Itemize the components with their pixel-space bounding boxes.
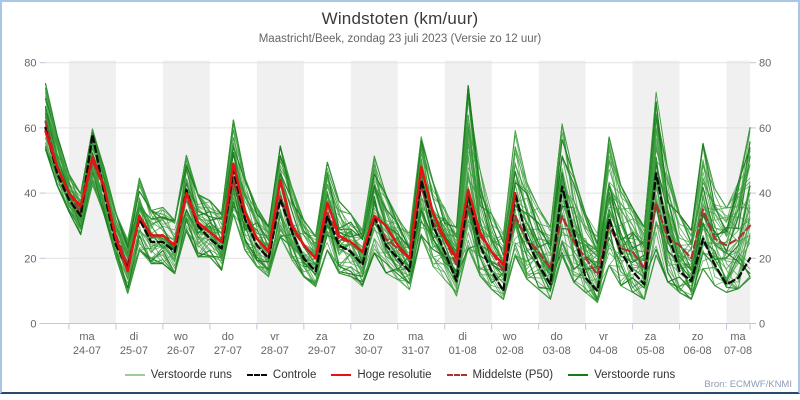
legend-item-verstoorde-runs[interactable]: Verstoorde runs xyxy=(124,369,232,381)
legend-line-icon xyxy=(331,374,352,376)
legend-item-middelste-p50-[interactable]: Middelste (P50) xyxy=(446,369,554,381)
xaxis-dow-06-08: zo xyxy=(692,331,704,343)
xaxis-date-25-07: 25-07 xyxy=(120,345,148,357)
legend-line-icon xyxy=(568,374,589,376)
xaxis-date-05-08: 05-08 xyxy=(637,345,665,357)
ensemble-member-line xyxy=(45,148,751,303)
page-title: Windstoten (km/uur) xyxy=(321,9,479,28)
legend-item-verstoorde-runs[interactable]: Verstoorde runs xyxy=(568,369,675,381)
xaxis-dow-02-08: wo xyxy=(502,331,517,343)
xaxis-date-07-08: 07-08 xyxy=(724,345,752,357)
xaxis-date-28-07: 28-07 xyxy=(261,345,289,357)
xaxis-dow-30-07: zo xyxy=(363,331,375,343)
legend-line-icon xyxy=(446,374,467,376)
ensemble-member-line xyxy=(44,146,751,292)
yaxis-label-right-80: 80 xyxy=(759,58,771,70)
xaxis-date-31-07: 31-07 xyxy=(402,345,430,357)
yaxis-label-left-60: 60 xyxy=(24,123,36,135)
legend-item-controle[interactable]: Controle xyxy=(246,369,317,381)
xaxis-date-03-08: 03-08 xyxy=(543,345,571,357)
ensemble-member-line xyxy=(45,108,751,284)
yaxis-label-left-20: 20 xyxy=(24,253,36,265)
source-credit: Bron: ECMWF/KNMI xyxy=(704,379,792,390)
legend-item-label: Hoge resolutie xyxy=(357,369,432,381)
xaxis-dow-05-08: za xyxy=(645,331,658,343)
ensemble-member-line xyxy=(44,82,751,256)
ensemble-member-line xyxy=(45,87,751,260)
yaxis-label-right-40: 40 xyxy=(759,188,771,200)
yaxis-label-right-0: 0 xyxy=(759,319,765,331)
control-line xyxy=(44,126,752,293)
xaxis-date-24-07: 24-07 xyxy=(73,345,101,357)
xaxis-dow-29-07: za xyxy=(316,331,329,343)
xaxis-dow-28-07: vr xyxy=(270,331,280,343)
xaxis-dow-07-08: ma xyxy=(730,331,746,343)
xaxis-date-27-07: 27-07 xyxy=(214,345,242,357)
yaxis-label-left-80: 80 xyxy=(24,58,36,70)
hires-line xyxy=(44,129,517,273)
chart-subtitle: Maastricht/Beek, zondag 23 juli 2023 (Ve… xyxy=(258,33,542,45)
ensemble-member-line xyxy=(45,106,751,276)
xaxis-dow-03-08: do xyxy=(551,331,563,343)
xaxis-date-01-08: 01-08 xyxy=(449,345,477,357)
yaxis-label-left-0: 0 xyxy=(30,319,36,331)
legend-item-label: Verstoorde runs xyxy=(594,369,676,381)
ensemble-member-line xyxy=(45,109,751,294)
yaxis-label-left-40: 40 xyxy=(24,188,36,200)
day-band-ma-07-08 xyxy=(726,60,750,324)
xaxis-dow-31-07: ma xyxy=(408,331,424,343)
xaxis-dow-25-07: di xyxy=(130,331,139,343)
yaxis-label-right-60: 60 xyxy=(759,123,771,135)
ensemble-member-line xyxy=(45,91,751,261)
xaxis-date-26-07: 26-07 xyxy=(167,345,195,357)
legend-line-icon xyxy=(246,374,267,376)
xaxis-date-30-07: 30-07 xyxy=(355,345,383,357)
xaxis-dow-24-07: ma xyxy=(79,331,95,343)
ensemble-member-line xyxy=(45,83,751,248)
legend-line-icon xyxy=(124,374,145,376)
xaxis-date-29-07: 29-07 xyxy=(308,345,336,357)
legend-item-hoge-resolutie[interactable]: Hoge resolutie xyxy=(331,369,432,381)
xaxis-dow-04-08: vr xyxy=(599,331,609,343)
xaxis-dow-26-07: wo xyxy=(173,331,188,343)
legend-item-label: Verstoorde runs xyxy=(150,369,232,381)
xaxis-dow-27-07: do xyxy=(222,331,234,343)
legend-item-label: Middelste (P50) xyxy=(472,369,554,381)
xaxis-date-02-08: 02-08 xyxy=(496,345,524,357)
yaxis-label-right-20: 20 xyxy=(759,253,771,265)
legend: Verstoorde runs Controle Hoge resolutie Mid… xyxy=(2,369,798,381)
xaxis-dow-01-08: di xyxy=(458,331,467,343)
xaxis-date-04-08: 04-08 xyxy=(590,345,618,357)
legend-item-label: Controle xyxy=(272,369,317,381)
ensemble-member-line xyxy=(45,114,751,300)
xaxis-date-06-08: 06-08 xyxy=(683,345,711,357)
ensemble-member-line xyxy=(44,93,751,257)
